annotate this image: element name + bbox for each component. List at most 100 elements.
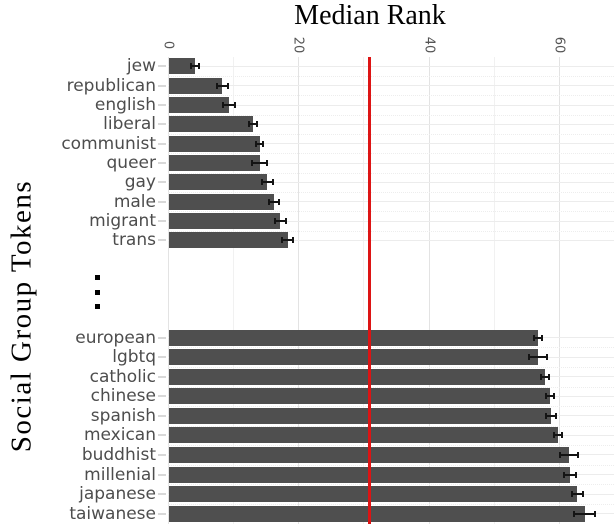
error-bar-cap-right [575, 471, 578, 478]
error-bar-cap-right [197, 63, 200, 70]
error-bar-cap-right [545, 354, 548, 361]
error-bar-cap-right [582, 491, 585, 498]
gridline-y [168, 143, 614, 145]
error-bar-cap-left [222, 102, 225, 108]
error-bar-cap-left [527, 354, 530, 361]
bar-jew [169, 58, 196, 75]
gridline-y [168, 123, 614, 125]
error-bar-cap-left [540, 373, 542, 380]
error-bar-chinese [546, 395, 555, 398]
axis-tick [158, 414, 166, 417]
category-label-migrant: migrant [89, 211, 156, 232]
gridline-y-minor [168, 172, 614, 174]
bar-trans [169, 232, 288, 249]
error-bar-cap-left [248, 121, 251, 128]
bar-queer [169, 155, 260, 172]
ellipsis-dot [95, 275, 100, 280]
gridline-y-minor [168, 386, 614, 388]
gridline-y-minor [168, 503, 614, 505]
axis-tick [158, 453, 166, 456]
error-bar-lgbtq [528, 356, 547, 359]
axis-tick [158, 104, 166, 106]
bar-japanese [169, 486, 578, 503]
x-tick-label: 0 [160, 40, 176, 50]
error-bar-cap-left [553, 432, 556, 439]
gridline-minor-x [233, 57, 235, 524]
error-bar-cap-left [544, 412, 547, 419]
error-bar-cap-left [273, 218, 276, 225]
gridline-y-minor [168, 464, 614, 466]
gridline-y-minor [168, 425, 614, 427]
category-label-millenial: millenial [84, 464, 156, 485]
category-label-european: european [75, 327, 156, 348]
error-bar-cap-right [547, 373, 550, 380]
axis-tick [158, 200, 166, 203]
error-bar-cap-left [545, 393, 548, 400]
axis-tick [158, 336, 166, 339]
error-bar-queer [251, 162, 268, 165]
error-bar-liberal [249, 123, 257, 126]
error-bar-european [534, 336, 543, 339]
error-bar-cap-right [233, 102, 236, 108]
error-bar-english [223, 104, 235, 106]
bar-gay [169, 174, 268, 191]
gridline-y-minor [168, 153, 614, 155]
category-label-gay: gay [124, 172, 156, 193]
category-label-mexican: mexican [83, 425, 156, 446]
axis-tick [158, 375, 166, 378]
error-bar-cap-right [560, 432, 563, 439]
axis-tick [158, 395, 166, 398]
bar-english [169, 97, 229, 113]
gridline-major-x [428, 57, 430, 524]
error-bar-taiwanese [574, 512, 596, 515]
error-bar-cap-left [216, 82, 219, 89]
axis-tick [158, 356, 166, 359]
error-bar-jew [191, 65, 199, 68]
reference-line [368, 57, 372, 524]
gridline-y-minor [168, 114, 614, 116]
error-bar-millenial [564, 473, 577, 476]
error-bar-catholic [541, 375, 549, 378]
error-bar-cap-left [250, 160, 253, 167]
category-label-male: male [113, 191, 156, 212]
x-tick-label: 40 [421, 36, 437, 54]
bar-european [169, 329, 539, 346]
ellipsis-dot [95, 289, 100, 295]
axis-tick [158, 84, 166, 87]
category-label-trans: trans [112, 230, 156, 251]
error-bar-spanish [545, 414, 556, 417]
error-bar-cap-right [554, 412, 557, 419]
bar-catholic [169, 368, 545, 385]
error-bar-cap-right [577, 451, 580, 458]
error-bar-male [268, 200, 280, 203]
error-bar-cap-left [570, 491, 573, 498]
bar-spanish [169, 407, 551, 424]
axis-tick [158, 123, 166, 126]
bar-chinese [169, 388, 551, 405]
error-bar-cap-left [254, 140, 257, 147]
category-label-buddhist: buddhist [81, 444, 156, 465]
error-bar-cap-right [262, 140, 265, 147]
error-bar-migrant [274, 220, 287, 223]
bar-male [169, 193, 274, 210]
gridline-y-minor [168, 347, 614, 349]
gridline-y-minor [168, 406, 614, 408]
error-bar-cap-right [271, 179, 274, 186]
error-bar-cap-left [261, 179, 264, 186]
gridline-y [168, 65, 614, 67]
error-bar-gay [262, 181, 273, 184]
category-label-lgbtq: lgbtq [112, 347, 156, 368]
category-label-taiwanese: taiwanese [69, 503, 156, 524]
bar-republican [169, 77, 223, 94]
gridline-minor-x [493, 57, 495, 524]
error-bar-cap-right [278, 198, 281, 205]
error-bar-cap-left [573, 510, 576, 517]
axis-tick [158, 162, 166, 165]
gridline-y-minor [168, 75, 614, 77]
gridline-major-x [298, 57, 300, 524]
error-bar-cap-right [266, 160, 269, 167]
category-label-republican: republican [66, 75, 156, 96]
error-bar-republican [217, 84, 228, 87]
gridline-y-minor [168, 192, 614, 194]
gridline-y [168, 162, 614, 164]
